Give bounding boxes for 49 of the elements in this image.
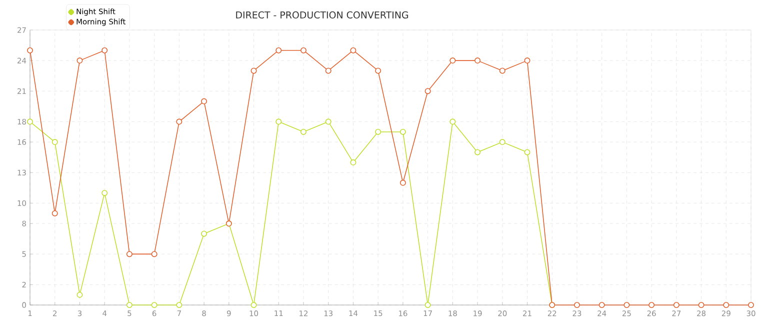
point [499, 139, 506, 146]
point [698, 302, 704, 308]
point [126, 251, 132, 258]
point [76, 58, 83, 64]
point [201, 98, 208, 104]
point [450, 118, 456, 125]
point [276, 118, 282, 125]
point [27, 118, 34, 125]
point [574, 302, 580, 308]
point [400, 180, 406, 186]
point [176, 302, 182, 308]
point [250, 302, 257, 308]
point [176, 118, 182, 125]
point [450, 58, 456, 64]
point [648, 302, 655, 308]
point [102, 47, 108, 54]
point [250, 68, 257, 74]
point [151, 302, 158, 308]
point [325, 118, 332, 125]
point [598, 302, 605, 308]
point [76, 292, 83, 298]
point [723, 302, 730, 308]
point [151, 251, 158, 258]
point [524, 149, 530, 156]
point [102, 190, 108, 196]
point [424, 88, 431, 94]
point [325, 68, 332, 74]
point [350, 159, 356, 166]
point [375, 128, 382, 135]
point [52, 139, 58, 146]
point [126, 302, 132, 308]
point [375, 68, 382, 74]
point [474, 149, 481, 156]
point [350, 47, 356, 54]
point [524, 58, 530, 64]
point [424, 302, 431, 308]
point [499, 68, 506, 74]
point [300, 47, 306, 54]
point [201, 230, 208, 237]
chart-title: DIRECT - PRODUCTION CONVERTING [236, 11, 408, 19]
point [52, 210, 58, 216]
point [276, 47, 282, 54]
point [300, 128, 306, 135]
point [624, 302, 630, 308]
point [673, 302, 680, 308]
point [400, 128, 406, 135]
point [27, 47, 34, 54]
point [748, 302, 754, 308]
point [474, 58, 481, 64]
